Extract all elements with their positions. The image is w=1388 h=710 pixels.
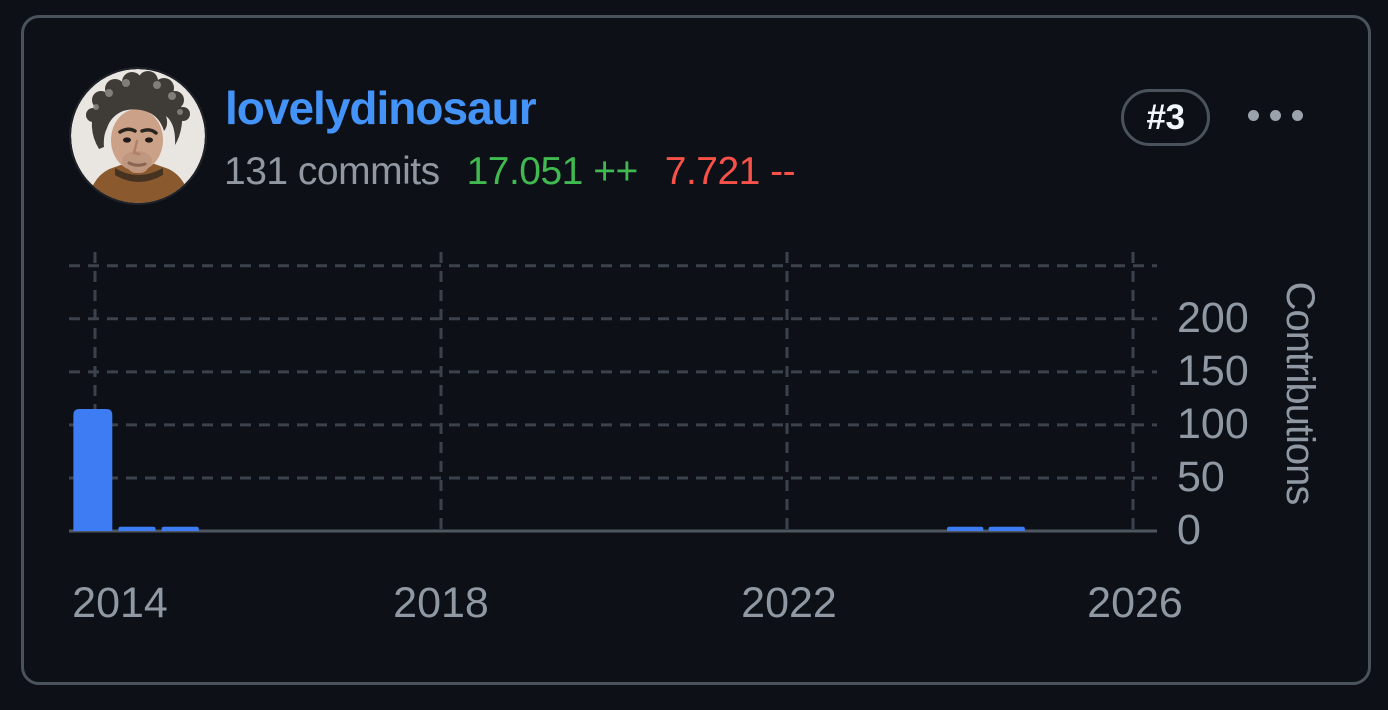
kebab-horizontal-icon (1292, 109, 1303, 121)
contribution-bar[interactable] (988, 526, 1025, 531)
y-tick-label: 0 (1177, 506, 1201, 554)
y-tick-label: 100 (1177, 400, 1249, 448)
deletions-count: 7.721 -- (664, 150, 796, 193)
contribution-bar[interactable] (161, 526, 199, 531)
y-tick-label: 150 (1177, 347, 1249, 395)
kebab-menu-button[interactable] (1248, 104, 1303, 126)
contributor-card: lovelydinosaur 131 commits 17.051 ++ 7.7… (21, 15, 1371, 685)
contribution-bar[interactable] (947, 526, 984, 531)
avatar[interactable] (71, 69, 205, 203)
x-tick-label: 2014 (72, 579, 168, 627)
additions-count: 17.051 ++ (466, 150, 639, 193)
y-axis-title: Contributions (1278, 282, 1322, 505)
rank-badge: #3 (1121, 89, 1210, 146)
kebab-horizontal-icon (1248, 109, 1259, 121)
kebab-horizontal-icon (1270, 109, 1281, 121)
x-tick-label: 2018 (393, 579, 489, 627)
contribution-bar[interactable] (118, 526, 156, 531)
y-tick-label: 200 (1177, 294, 1249, 342)
x-tick-label: 2022 (741, 579, 837, 627)
username-link[interactable]: lovelydinosaur (225, 82, 537, 134)
commit-count: 131 commits (224, 150, 440, 193)
stats-line: 131 commits 17.051 ++ 7.721 -- (224, 150, 796, 194)
user-photo-avatar (71, 69, 205, 203)
x-tick-label: 2026 (1087, 579, 1183, 627)
contribution-bar[interactable] (73, 408, 113, 531)
y-tick-label: 50 (1177, 453, 1225, 501)
